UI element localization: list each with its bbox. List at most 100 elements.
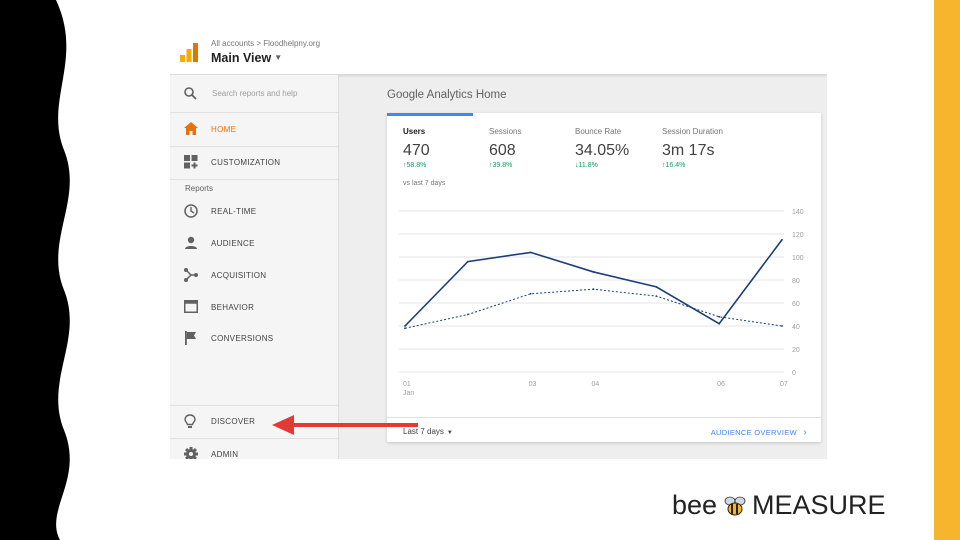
metric-label: Users [403,127,426,136]
users-line-chart: 0 20 40 60 80 100 120 140 01 Jan 03 04 06 07 [399,209,804,397]
breadcrumb[interactable]: All accounts > Floodhelpny.org [211,39,321,48]
divider [170,179,338,180]
caret-down-icon: ▼ [446,430,453,436]
sidebar-item-audience[interactable]: AUDIENCE [170,228,338,258]
gear-icon [184,447,198,459]
y-tick-label: 80 [792,278,800,285]
divider [170,405,338,406]
data-point [718,322,721,325]
comparison-label: vs last 7 days [403,180,446,187]
sidebar-item-behavior[interactable]: BEHAVIOR [170,292,338,322]
metric-change: ↓11.8% [575,162,598,169]
accent-bar [934,0,960,540]
chevron-right-icon: › [803,427,807,438]
card-footer: Last 7 days ▼ AUDIENCE OVERVIEW › [387,417,821,443]
data-point [529,251,532,254]
y-tick-label: 120 [792,232,804,239]
sidebar-item-conversions[interactable]: CONVERSIONS [170,323,338,353]
sidebar-item-label: DISCOVER [211,417,256,426]
person-icon [185,236,197,249]
audience-overview-label: AUDIENCE OVERVIEW [710,428,797,437]
metric-session-duration[interactable]: Session Duration 3m 17s ↑16.4% [662,127,723,169]
search-row[interactable]: Search reports and help [170,75,338,113]
metric-users[interactable]: Users 470 ↑58.8% [403,127,430,169]
home-icon [184,122,198,135]
data-point [592,288,595,291]
x-tick-label: 07 [780,381,788,388]
x-tick-label: 01 [403,381,411,388]
sidebar-item-label: CONVERSIONS [211,334,274,343]
data-point [404,325,406,327]
search-placeholder[interactable]: Search reports and help [212,89,298,98]
divider [170,438,338,439]
wavy-edge-decoration [0,0,70,540]
data-point [655,295,658,297]
sidebar-item-discover[interactable]: DISCOVER [170,406,338,436]
data-point [781,325,783,327]
metric-change: ↑58.8% [403,162,427,169]
data-point [781,238,783,241]
brand-left: bee [672,490,718,520]
y-tick-label: 140 [792,209,804,216]
metric-bounce-rate[interactable]: Bounce Rate 34.05% ↓11.8% [575,127,629,169]
flag-icon [185,331,196,345]
red-arrow-pointer [272,415,418,435]
acquisition-icon [184,268,198,282]
caret-down-icon: ▼ [274,53,283,62]
sidebar-item-label: ACQUISITION [211,271,267,280]
audience-overview-link[interactable]: AUDIENCE OVERVIEW › [711,427,807,438]
sidebar-item-realtime[interactable]: REAL-TIME [170,196,338,226]
view-selector[interactable]: Main View ▼ [211,51,282,65]
x-tick-label: 03 [529,381,537,388]
selected-tab-indicator [387,113,473,116]
metric-label: Sessions [489,127,522,136]
date-range-label: Last 7 days [403,427,444,436]
analytics-logo-icon [180,43,198,62]
metric-value: 608 [489,142,516,159]
metric-change: ↑16.4% [662,162,686,169]
x-tick-label: 06 [717,381,725,388]
sidebar: Search reports and help HOME CUSTOMIZATI… [170,75,339,459]
view-title: Main View [211,51,272,65]
y-tick-label: 0 [792,370,796,377]
sidebar-item-label: HOME [211,125,237,134]
date-range-selector[interactable]: Last 7 days ▼ [403,427,453,436]
data-point [404,327,406,330]
divider [170,146,338,147]
sidebar-item-label: ADMIN [211,450,239,459]
ga-header: All accounts > Floodhelpny.org Main View… [170,33,827,75]
data-point [466,313,469,316]
metric-value: 34.05% [575,142,630,159]
y-tick-label: 20 [792,347,800,354]
metric-label: Bounce Rate [575,127,622,136]
metric-change: ↑39.8% [489,162,513,169]
series-line-comparison [404,288,783,329]
y-tick-label: 100 [792,255,804,262]
metric-value: 3m 17s [662,142,715,159]
sidebar-item-admin[interactable]: ADMIN [170,439,338,459]
analytics-screenshot: All accounts > Floodhelpny.org Main View… [170,33,827,459]
dashboard-plus-icon [184,155,198,169]
bee-icon [724,496,745,515]
sidebar-item-home[interactable]: HOME [170,114,338,144]
data-point [592,271,595,273]
metric-value: 470 [403,142,430,159]
sidebar-item-customization[interactable]: CUSTOMIZATION [170,147,338,177]
series-line-current [404,239,783,327]
overview-card: Users 470 ↑58.8% Sessions 608 ↑39.8% Bou… [387,113,821,442]
sidebar-item-label: CUSTOMIZATION [211,158,281,167]
x-tick-label: 04 [592,381,600,388]
brand-right: MEASURE [751,490,886,520]
metric-label: Session Duration [662,127,723,136]
browser-window-icon [184,300,198,313]
data-point [718,315,721,318]
y-tick-label: 40 [792,324,800,331]
sidebar-item-acquisition[interactable]: ACQUISITION [170,260,338,290]
metric-sessions[interactable]: Sessions 608 ↑39.8% [489,127,521,169]
y-tick-label: 60 [792,301,800,308]
lightbulb-icon [184,414,196,428]
sidebar-item-label: BEHAVIOR [211,303,255,312]
x-tick-sublabel: Jan [403,390,414,397]
page-title: Google Analytics Home [387,89,507,101]
data-point [466,260,469,263]
